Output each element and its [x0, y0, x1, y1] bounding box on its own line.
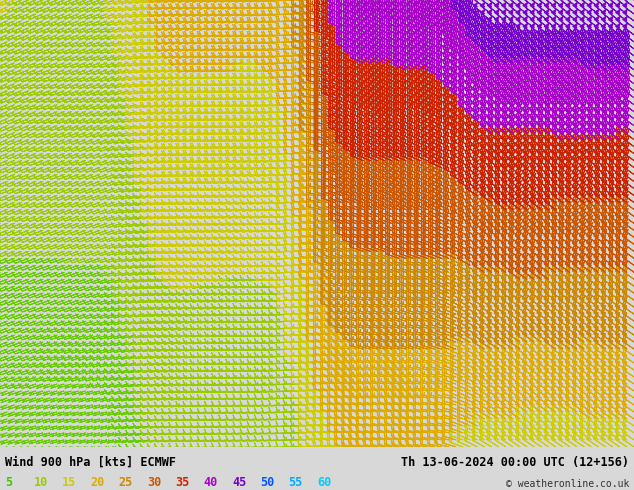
Text: 55: 55	[288, 476, 303, 489]
Text: Wind 900 hPa [kts] ECMWF: Wind 900 hPa [kts] ECMWF	[5, 456, 176, 468]
Text: 60: 60	[317, 476, 331, 489]
Text: 5: 5	[5, 476, 12, 489]
Text: 30: 30	[147, 476, 161, 489]
Text: 40: 40	[204, 476, 218, 489]
Text: 35: 35	[175, 476, 190, 489]
Text: 20: 20	[90, 476, 105, 489]
Text: 50: 50	[261, 476, 275, 489]
Text: 25: 25	[119, 476, 133, 489]
Text: 15: 15	[61, 476, 76, 489]
Text: Th 13-06-2024 00:00 UTC (12+156): Th 13-06-2024 00:00 UTC (12+156)	[401, 456, 629, 468]
Text: 45: 45	[232, 476, 246, 489]
Text: © weatheronline.co.uk: © weatheronline.co.uk	[505, 479, 629, 489]
Text: 10: 10	[34, 476, 48, 489]
